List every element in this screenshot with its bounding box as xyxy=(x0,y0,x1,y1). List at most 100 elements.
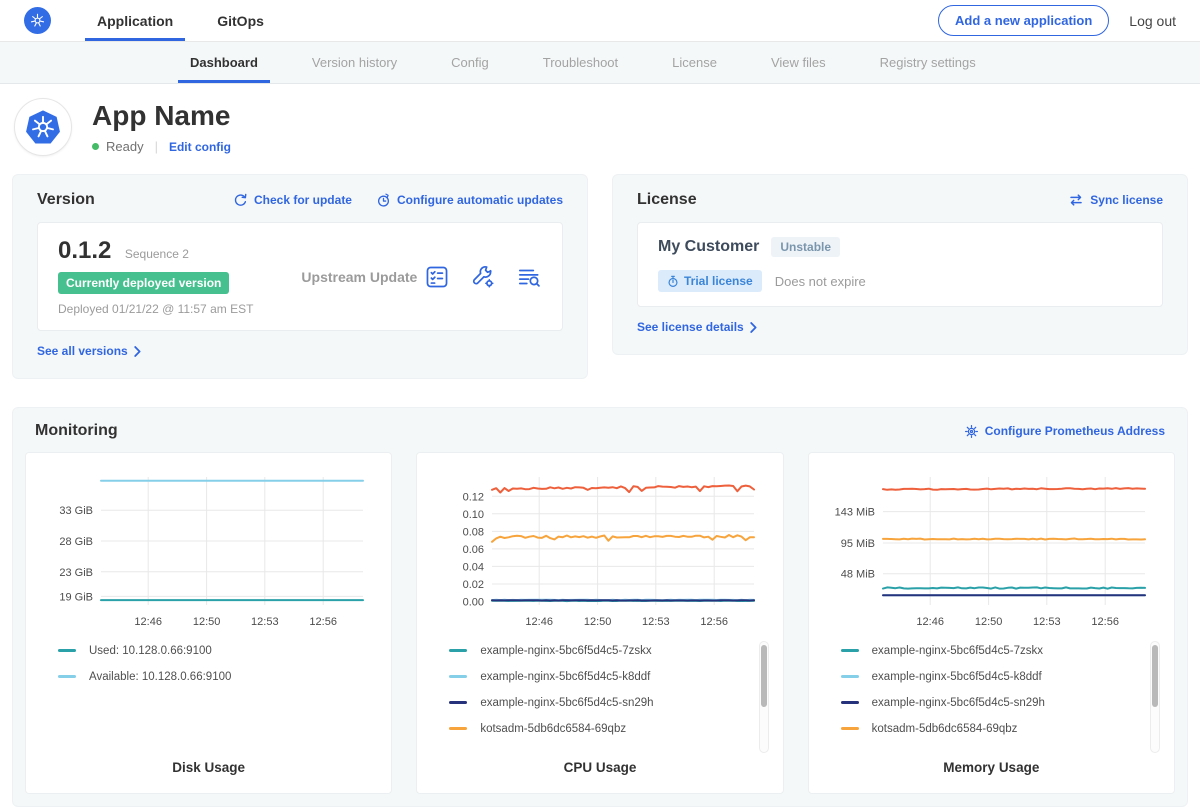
subnav-tab-troubleshoot[interactable]: Troubleshoot xyxy=(531,42,630,83)
series-label: kotsadm-5db6dc6584-69qbz xyxy=(872,723,1018,735)
series-label: kotsadm-5db6dc6584-69qbz xyxy=(480,723,626,735)
schedule-icon xyxy=(376,193,391,208)
monitoring-title: Monitoring xyxy=(35,422,118,440)
edit-config-link[interactable]: Edit config xyxy=(169,140,231,154)
subnav-tab-registry-settings[interactable]: Registry settings xyxy=(868,42,988,83)
series-color-dash xyxy=(449,649,467,652)
svg-text:0.10: 0.10 xyxy=(463,509,484,521)
legend-scrollbar[interactable] xyxy=(1150,641,1160,753)
refresh-icon xyxy=(233,193,248,208)
sequence-label: Sequence 2 xyxy=(125,247,189,261)
preflight-checks-icon[interactable] xyxy=(424,264,450,290)
see-all-versions-label: See all versions xyxy=(37,344,128,358)
disk-usage-card: 33 GiB28 GiB23 GiB19 GiB12:4612:5012:531… xyxy=(25,452,392,794)
subnav-tab-config[interactable]: Config xyxy=(439,42,501,83)
top-navbar: Application GitOps Add a new application … xyxy=(0,0,1200,42)
wrench-gear-icon[interactable] xyxy=(470,264,496,290)
sync-license-link[interactable]: Sync license xyxy=(1068,193,1163,207)
topnav-tabs: Application GitOps xyxy=(85,0,296,41)
legend-item: Used: 10.128.0.66:9100 xyxy=(58,645,363,657)
cpu-usage-plot: 0.120.100.080.060.040.020.0012:4612:5012… xyxy=(430,463,770,637)
series-label: example-nginx-5bc6f5d4c5-7zskx xyxy=(872,645,1043,657)
subnav-tab-dashboard[interactable]: Dashboard xyxy=(178,42,270,83)
series-label: example-nginx-5bc6f5d4c5-k8ddf xyxy=(480,671,650,683)
configure-automatic-updates-link[interactable]: Configure automatic updates xyxy=(376,193,563,208)
legend-scrollbar-thumb[interactable] xyxy=(1152,645,1158,707)
status-dot xyxy=(92,143,99,150)
svg-text:23 GiB: 23 GiB xyxy=(59,567,93,579)
check-for-update-label: Check for update xyxy=(254,193,352,207)
legend-item: example-nginx-5bc6f5d4c5-sn29h xyxy=(449,697,754,709)
legend-item: example-nginx-5bc6f5d4c5-7zskx xyxy=(841,645,1146,657)
subnav-tab-view-files[interactable]: View files xyxy=(759,42,838,83)
topnav-right: Add a new application Log out xyxy=(938,0,1176,41)
legend-item: kotsadm-5db6dc6584-69qbz xyxy=(449,723,754,735)
configure-prometheus-link[interactable]: Configure Prometheus Address xyxy=(964,424,1165,439)
kubernetes-logo[interactable] xyxy=(24,7,51,34)
legend-scrollbar[interactable] xyxy=(759,641,769,753)
legend-item: kotsadm-5db6dc6584-69qbz xyxy=(841,723,1146,735)
version-card: Version Check for update Configure autom… xyxy=(12,174,588,379)
deploy-logs-icon[interactable] xyxy=(516,264,542,290)
current-version-row: 0.1.2 Sequence 2 Currently deployed vers… xyxy=(37,222,563,331)
svg-text:0.12: 0.12 xyxy=(463,491,484,503)
legend-item: example-nginx-5bc6f5d4c5-sn29h xyxy=(841,697,1146,709)
svg-text:48 MiB: 48 MiB xyxy=(841,569,875,581)
series-label: example-nginx-5bc6f5d4c5-7zskx xyxy=(480,645,651,657)
topnav-tab-gitops[interactable]: GitOps xyxy=(205,0,276,41)
svg-text:12:53: 12:53 xyxy=(251,616,279,628)
svg-text:12:56: 12:56 xyxy=(1092,616,1120,628)
series-color-dash xyxy=(841,649,859,652)
series-color-dash xyxy=(58,675,76,678)
svg-text:33 GiB: 33 GiB xyxy=(59,505,93,517)
sync-arrows-icon xyxy=(1068,193,1084,207)
svg-text:0.00: 0.00 xyxy=(463,597,484,609)
subnav-tab-version-history[interactable]: Version history xyxy=(300,42,409,83)
series-label: Available: 10.128.0.66:9100 xyxy=(89,671,231,683)
legend-scrollbar-thumb[interactable] xyxy=(761,645,767,707)
chart-title: Disk Usage xyxy=(172,760,245,775)
monitoring-section: Monitoring Configure Prometheus Address … xyxy=(12,407,1188,807)
series-label: example-nginx-5bc6f5d4c5-sn29h xyxy=(872,697,1045,709)
app-subnav: Dashboard Version history Config Troublesho… xyxy=(0,42,1200,84)
svg-text:0.08: 0.08 xyxy=(463,526,484,538)
disk-usage-plot: 33 GiB28 GiB23 GiB19 GiB12:4612:5012:531… xyxy=(39,463,379,637)
svg-text:12:53: 12:53 xyxy=(1033,616,1061,628)
page-title: App Name xyxy=(92,100,231,132)
subnav-tab-license[interactable]: License xyxy=(660,42,729,83)
svg-text:143 MiB: 143 MiB xyxy=(835,507,875,519)
gear-icon xyxy=(964,424,979,439)
version-number: 0.1.2 xyxy=(58,237,111,264)
series-color-dash xyxy=(58,649,76,652)
configure-automatic-updates-label: Configure automatic updates xyxy=(397,193,563,207)
overview-cards-row: Version Check for update Configure autom… xyxy=(0,168,1200,379)
svg-text:12:50: 12:50 xyxy=(975,616,1003,628)
version-source-label: Upstream Update xyxy=(301,269,417,285)
legend-item: example-nginx-5bc6f5d4c5-k8ddf xyxy=(841,671,1146,683)
license-card: License Sync license My Customer Unstabl… xyxy=(612,174,1188,355)
see-license-details-link[interactable]: See license details xyxy=(637,320,757,334)
svg-text:12:56: 12:56 xyxy=(309,616,337,628)
topnav-tab-application[interactable]: Application xyxy=(85,0,185,41)
kubernetes-app-icon xyxy=(24,108,62,146)
see-all-versions-link[interactable]: See all versions xyxy=(37,344,141,358)
logout-link[interactable]: Log out xyxy=(1129,13,1176,29)
svg-text:0.02: 0.02 xyxy=(463,579,484,591)
add-new-application-button[interactable]: Add a new application xyxy=(938,5,1109,36)
svg-text:12:50: 12:50 xyxy=(584,616,612,628)
status-label: Ready xyxy=(106,139,144,154)
check-for-update-link[interactable]: Check for update xyxy=(233,193,352,208)
license-type-badge: Trial license xyxy=(658,270,762,292)
license-type-label: Trial license xyxy=(684,274,753,288)
customer-name: My Customer xyxy=(658,238,759,256)
svg-text:95 MiB: 95 MiB xyxy=(841,538,875,550)
series-color-dash xyxy=(449,701,467,704)
svg-text:12:56: 12:56 xyxy=(700,616,728,628)
chevron-right-icon xyxy=(134,346,141,357)
legend-item: example-nginx-5bc6f5d4c5-k8ddf xyxy=(449,671,754,683)
sync-license-label: Sync license xyxy=(1090,193,1163,207)
license-card-title: License xyxy=(637,191,697,209)
cpu-usage-card: 0.120.100.080.060.040.020.0012:4612:5012… xyxy=(416,452,783,794)
svg-text:12:46: 12:46 xyxy=(525,616,553,628)
disk-usage-legend: Used: 10.128.0.66:9100 Available: 10.128.… xyxy=(26,637,391,760)
